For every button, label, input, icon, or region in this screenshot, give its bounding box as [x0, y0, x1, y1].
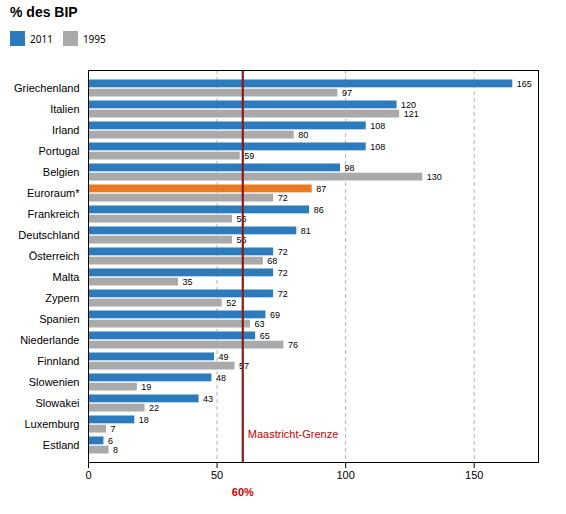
- svg-text:56: 56: [237, 235, 247, 245]
- svg-text:49: 49: [219, 352, 229, 362]
- html-text:1995: 1995: [82, 31, 106, 46]
- svg-text:Malta: Malta: [53, 271, 81, 283]
- svg-text:72: 72: [278, 193, 288, 203]
- svg-text:65: 65: [260, 331, 270, 341]
- svg-text:121: 121: [404, 109, 419, 119]
- svg-text:Österreich: Österreich: [29, 250, 80, 262]
- svg-text:108: 108: [370, 121, 385, 131]
- svg-text:Spanien: Spanien: [39, 313, 79, 325]
- svg-text:50: 50: [211, 469, 223, 481]
- svg-text:22: 22: [149, 403, 159, 413]
- svg-text:19: 19: [141, 382, 151, 392]
- svg-text:Estland: Estland: [43, 439, 80, 451]
- svg-text:Belgien: Belgien: [43, 166, 80, 178]
- svg-text:18: 18: [139, 415, 149, 425]
- svg-text:76: 76: [288, 340, 298, 350]
- svg-text:86: 86: [314, 205, 324, 215]
- svg-text:Slowakei: Slowakei: [35, 397, 79, 409]
- svg-text:Zypern: Zypern: [45, 292, 79, 304]
- svg-text:Italien: Italien: [50, 103, 79, 115]
- html-text:2011: 2011: [30, 31, 53, 46]
- svg-text:43: 43: [203, 394, 213, 404]
- svg-text:Maastricht-Grenze: Maastricht-Grenze: [248, 428, 338, 440]
- svg-text:48: 48: [216, 373, 226, 383]
- svg-text:68: 68: [267, 256, 277, 266]
- svg-text:120: 120: [401, 99, 417, 110]
- svg-text:Portugal: Portugal: [39, 145, 80, 157]
- svg-text:60%: 60%: [232, 486, 254, 498]
- svg-text:Slowenien: Slowenien: [29, 376, 80, 388]
- svg-text:6: 6: [107, 435, 113, 446]
- svg-text:98: 98: [345, 163, 355, 173]
- svg-text:100: 100: [336, 469, 354, 481]
- svg-text:72: 72: [278, 247, 288, 257]
- svg-text:57: 57: [239, 361, 249, 371]
- svg-text:108: 108: [370, 142, 385, 152]
- svg-text:80: 80: [298, 130, 308, 140]
- svg-text:59: 59: [244, 151, 254, 161]
- svg-text:52: 52: [226, 298, 236, 308]
- svg-text:Euroraum*: Euroraum*: [27, 187, 80, 199]
- svg-text:Griechenland: Griechenland: [14, 82, 79, 94]
- svg-text:165: 165: [517, 79, 532, 89]
- svg-text:35: 35: [183, 277, 193, 287]
- svg-text:8: 8: [113, 445, 118, 455]
- svg-text:0: 0: [85, 469, 91, 481]
- svg-text:72: 72: [278, 268, 288, 278]
- svg-text:69: 69: [270, 310, 280, 320]
- svg-text:Frankreich: Frankreich: [28, 208, 80, 220]
- svg-text:150: 150: [465, 469, 483, 481]
- svg-text:Deutschland: Deutschland: [18, 229, 79, 241]
- html-text:% des BIP: % des BIP: [10, 4, 78, 20]
- svg-text:Finnland: Finnland: [37, 355, 79, 367]
- svg-text:87: 87: [316, 184, 326, 194]
- svg-text:63: 63: [255, 319, 265, 329]
- svg-text:7: 7: [111, 424, 116, 434]
- svg-text:Niederlande: Niederlande: [20, 334, 79, 346]
- svg-text:130: 130: [427, 172, 442, 182]
- svg-text:Luxemburg: Luxemburg: [24, 418, 79, 430]
- svg-text:97: 97: [342, 88, 352, 98]
- svg-text:56: 56: [237, 214, 247, 224]
- svg-text:Irland: Irland: [52, 124, 80, 136]
- svg-text:72: 72: [278, 289, 288, 299]
- svg-text:81: 81: [301, 226, 311, 236]
